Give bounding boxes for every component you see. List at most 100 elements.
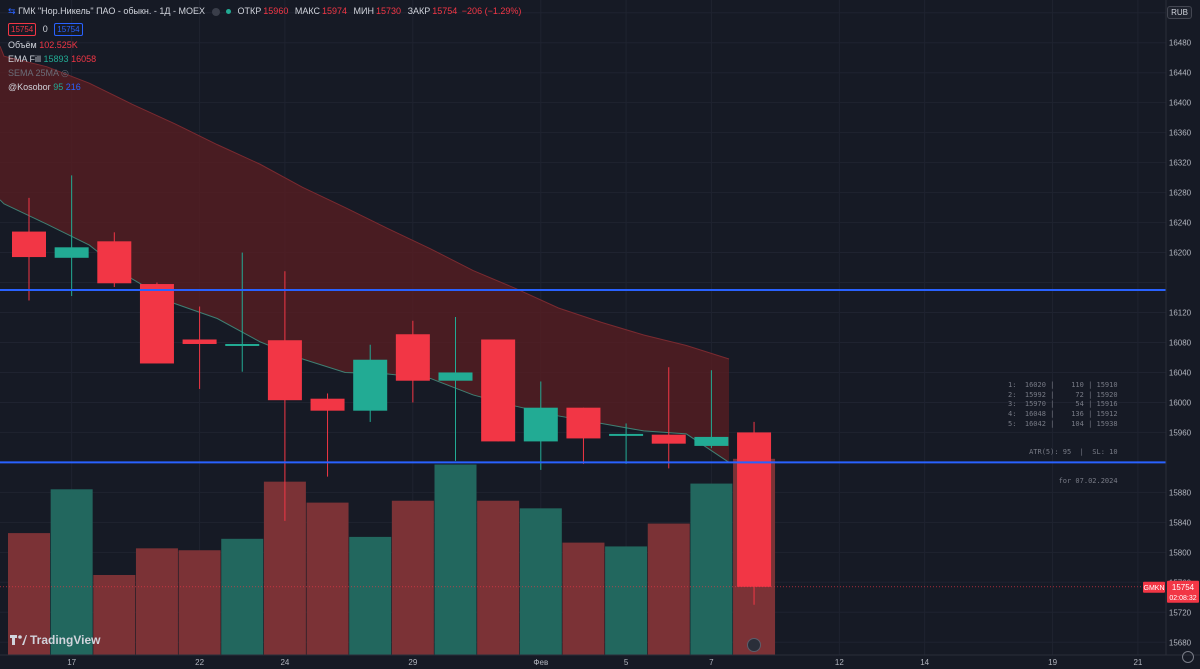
current-price-label: 15754 (1172, 583, 1195, 592)
volume-bar (690, 483, 733, 655)
candles (12, 175, 772, 605)
volume-bar (434, 464, 477, 655)
price-tick-label: 16400 (1169, 99, 1192, 108)
volume-bar (391, 500, 434, 655)
kosobor-label: @Kosobor (8, 82, 51, 92)
price-tick-label: 15960 (1169, 428, 1192, 437)
volume-bar (519, 508, 562, 655)
open-value: 15960 (263, 6, 289, 16)
sema-label: SEMA 25MA (8, 68, 59, 78)
time-tick-label: 29 (408, 658, 417, 667)
tradingview-logo-icon (10, 635, 27, 645)
price-tick-label: 16320 (1169, 159, 1192, 168)
candle-body (694, 436, 729, 446)
ema-label: EMA Fill (8, 54, 42, 64)
time-axis[interactable]: 17 22 24 29 Фев 5 7 12 14 19 21 (0, 654, 1200, 669)
candle-body (651, 434, 686, 444)
time-tick-label: 5 (624, 658, 629, 667)
volume-bar (50, 489, 93, 655)
candle-body (609, 433, 644, 436)
open-label: ОТКР (237, 6, 262, 16)
candle-body (310, 398, 345, 411)
horizontal-levels[interactable] (0, 289, 1166, 588)
price-tick-label: 16200 (1169, 249, 1192, 258)
time-tick-label: 21 (1133, 658, 1142, 667)
low-label: МИН (353, 6, 375, 16)
kosobor-legend[interactable]: @Kosobor 95 216 (8, 80, 81, 94)
atr-rows: 1: 16020 | 110 | 15910 2: 15992 | 72 | 15… (1008, 381, 1118, 429)
time-tick-label: 17 (67, 658, 76, 667)
candle-body (267, 340, 302, 401)
price-axis[interactable]: 1615015920156801572015760158001584015880… (1143, 0, 1200, 669)
candle-body (566, 407, 601, 439)
price-tick-label: 15720 (1169, 608, 1192, 617)
price-tick-label: 15840 (1169, 518, 1192, 527)
volume-legend[interactable]: Объём 102.525K (8, 38, 78, 52)
sema-legend[interactable]: SEMA 25MA ◎ (8, 66, 69, 80)
candle-body (395, 334, 430, 381)
time-tick-label: 12 (835, 658, 844, 667)
volume-label: Объём (8, 40, 37, 50)
volume-bar (93, 575, 136, 655)
volume-bar (178, 550, 221, 655)
ema-fill-band (0, 46, 730, 463)
atr-row: 2: 15992 | 72 | 15920 (1008, 390, 1118, 399)
lightning-icon[interactable] (747, 638, 761, 652)
low-value: 15730 (376, 6, 402, 16)
time-tick-label: Фев (533, 658, 548, 667)
symbol-title[interactable]: ГМК "Нор.Никель" ПАО - обыкн. - 1Д - MOE… (18, 6, 205, 16)
ema-fast-value: 15893 (43, 54, 69, 64)
ticker-label: GMKN (1144, 585, 1165, 592)
atr-table: 1: 16020 | 110 | 15910 2: 15992 | 72 | 15… (1008, 362, 1118, 496)
change-value: −206 (−1.29%) (461, 6, 522, 16)
price-tick-label: 16040 (1169, 368, 1192, 377)
symbol-arrows-icon[interactable]: ⇆ (8, 6, 16, 16)
time-tick-label: 14 (920, 658, 929, 667)
close-label: ЗАКР (407, 6, 431, 16)
price-badge (1167, 580, 1199, 603)
ask-badge[interactable]: 15754 (54, 23, 83, 36)
eye-hidden-icon[interactable]: ◎ (61, 68, 69, 78)
ohlc-values: ОТКР 15960 МАКС 15974 МИН 15730 ЗАКР 15754 −… (234, 6, 522, 16)
volume-bar (605, 546, 648, 655)
price-tick-label: 16120 (1169, 309, 1192, 318)
price-axis-bg (1166, 0, 1200, 669)
candle-body (353, 359, 388, 411)
ticker-badge (1143, 581, 1165, 593)
atr-row: 3: 15970 | 54 | 15916 (1008, 400, 1118, 409)
price-tick-label: 16280 (1169, 189, 1192, 198)
settings-gear-icon[interactable] (1182, 651, 1194, 663)
candle-body (481, 339, 516, 442)
volume-bar (477, 500, 520, 655)
eye-toggle-icon[interactable] (211, 7, 220, 16)
time-tick-label: 24 (280, 658, 289, 667)
candle-body (139, 284, 174, 364)
countdown-label: 02:08:32 (1169, 595, 1196, 602)
ema-legend[interactable]: EMA Fill 15893 16058 (8, 52, 96, 66)
candle-body (54, 247, 89, 258)
currency-button[interactable]: RUB (1167, 6, 1192, 19)
volume-bar (135, 548, 178, 655)
atr-row: 4: 16048 | 136 | 15912 (1008, 409, 1118, 418)
spread-value: 0 (42, 24, 48, 34)
tradingview-logo[interactable]: TradingView (10, 633, 100, 647)
tradingview-logo-text: TradingView (30, 633, 101, 647)
ema-fast-line (0, 199, 730, 463)
atr-date: for 07.02.2024 (1058, 477, 1118, 486)
price-tick-label: 16360 (1169, 129, 1192, 138)
candle-body (737, 432, 772, 587)
price-tick-label: 16000 (1169, 398, 1192, 407)
close-value: 15754 (432, 6, 458, 16)
ema-slow-line (0, 46, 730, 360)
high-label: МАКС (294, 6, 320, 16)
candle-body (523, 407, 558, 442)
candle-body (97, 241, 132, 284)
bid-badge[interactable]: 15754 (8, 23, 37, 36)
symbol-row[interactable]: ⇆ ГМК "Нор.Никель" ПАО - обыкн. - 1Д - M… (8, 4, 521, 18)
atr-summary: ATR(5): 95 | SL: 10 (1029, 448, 1118, 457)
time-tick-label: 7 (709, 658, 714, 667)
candle-body (12, 231, 46, 258)
time-tick-label: 19 (1048, 658, 1057, 667)
volume-bar (306, 502, 349, 655)
